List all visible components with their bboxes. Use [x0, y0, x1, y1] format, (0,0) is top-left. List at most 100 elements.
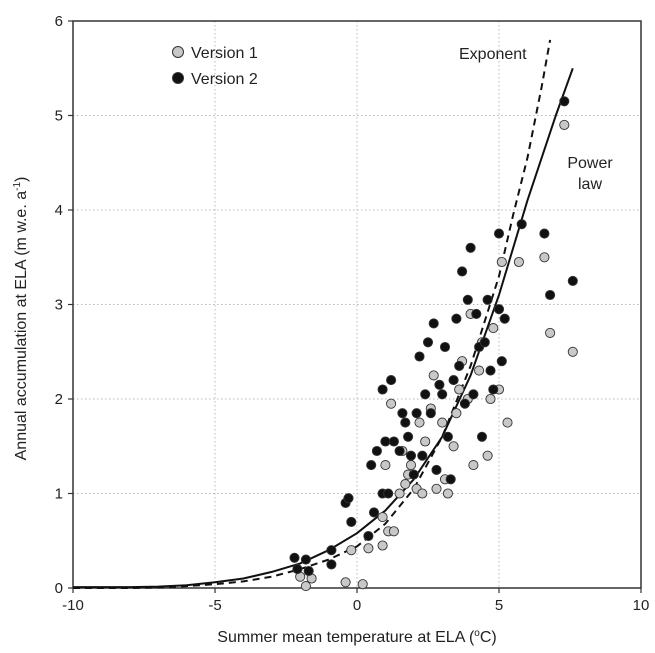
point-version-2	[388, 436, 399, 447]
point-version-2	[425, 408, 436, 419]
point-version-1	[386, 398, 397, 409]
point-version-2	[465, 242, 476, 253]
point-version-1	[539, 252, 550, 263]
point-version-1	[488, 323, 499, 334]
point-version-1	[394, 488, 405, 499]
point-version-2	[414, 351, 425, 362]
y-tick-label: 0	[55, 580, 63, 597]
fit-curves	[73, 39, 574, 589]
point-version-1	[400, 479, 411, 490]
point-version-1	[451, 408, 462, 419]
point-version-1	[545, 327, 556, 338]
point-version-2	[462, 294, 473, 305]
point-version-2	[448, 375, 459, 386]
x-axis-label: Summer mean temperature at ELA (oC)	[217, 628, 496, 646]
point-version-2	[428, 318, 439, 329]
point-version-2	[488, 384, 499, 395]
y-axis-label-sup: -1	[12, 182, 23, 191]
point-version-2	[386, 375, 397, 386]
point-version-1	[448, 441, 459, 452]
point-version-2	[326, 559, 337, 570]
point-version-1	[513, 256, 524, 268]
curve-exponent	[73, 39, 552, 589]
grid-lines	[73, 21, 641, 588]
point-version-1	[388, 526, 399, 537]
point-version-1	[414, 417, 425, 428]
point-version-1	[468, 460, 479, 471]
x-axis-label-main: Summer mean temperature at ELA (	[217, 629, 475, 646]
point-version-1	[428, 370, 439, 381]
legend: Version 1 Version 2	[172, 45, 258, 88]
point-version-2	[545, 289, 556, 301]
point-version-1	[431, 483, 442, 494]
x-tick-label: 5	[495, 597, 503, 614]
point-version-2	[343, 493, 354, 504]
point-version-2	[442, 431, 453, 442]
point-version-1	[377, 540, 388, 551]
x-tick-label: 10	[633, 597, 650, 614]
point-version-1	[559, 119, 570, 130]
x-tick-label: -10	[62, 597, 84, 614]
point-version-2	[411, 408, 422, 419]
point-version-1	[405, 460, 417, 471]
point-version-1	[496, 256, 507, 268]
y-tick-label: 4	[55, 202, 63, 219]
point-version-1	[417, 488, 428, 499]
point-version-2	[400, 417, 411, 428]
point-version-1	[377, 512, 388, 523]
point-version-2	[292, 564, 303, 575]
point-version-1	[380, 460, 391, 471]
y-tick-label: 1	[55, 486, 63, 503]
legend-label-version-2: Version 2	[191, 71, 258, 88]
annotation-power-law-line-1: Power	[567, 155, 613, 172]
point-version-2	[559, 96, 570, 107]
point-version-1	[482, 450, 493, 461]
point-version-1	[502, 417, 513, 428]
point-version-2	[368, 507, 380, 518]
point-version-1	[420, 436, 431, 447]
point-version-2	[431, 464, 442, 475]
point-version-2	[346, 516, 357, 527]
x-tick-label: -5	[208, 597, 221, 614]
point-version-2	[485, 365, 496, 376]
point-version-2	[420, 389, 431, 400]
point-version-1	[300, 581, 311, 592]
y-axis-label-tail: )	[13, 177, 30, 182]
point-version-2	[437, 389, 448, 400]
data-points	[289, 96, 578, 592]
point-version-2	[468, 389, 479, 400]
point-version-2	[408, 469, 419, 480]
point-version-2	[445, 474, 456, 485]
point-version-2	[567, 275, 578, 286]
point-version-2	[457, 266, 468, 277]
y-tick-label: 6	[55, 13, 63, 30]
point-version-2	[471, 308, 482, 319]
point-version-2	[459, 398, 470, 409]
point-version-1	[346, 545, 357, 556]
point-version-1	[437, 417, 448, 428]
point-version-2	[417, 450, 428, 461]
annotation-exponent: Exponent	[459, 46, 527, 63]
point-version-1	[340, 577, 351, 588]
point-version-2	[403, 431, 414, 442]
point-version-2	[439, 341, 451, 353]
point-version-2	[516, 219, 527, 230]
annotation-power-law-line-2: law	[578, 176, 602, 193]
point-version-1	[474, 365, 485, 376]
point-version-2	[499, 313, 510, 324]
point-version-2	[289, 552, 300, 563]
point-version-2	[479, 337, 490, 348]
point-version-2	[380, 436, 391, 447]
point-version-2	[303, 565, 314, 577]
point-version-2	[496, 356, 507, 367]
point-version-1	[357, 579, 368, 590]
legend-marker-version-2	[172, 72, 184, 84]
point-version-2	[405, 450, 417, 461]
y-tick-label: 3	[55, 297, 63, 314]
point-version-2	[476, 431, 488, 442]
point-version-2	[454, 360, 465, 371]
legend-marker-version-1	[172, 46, 184, 58]
point-version-2	[434, 379, 445, 390]
point-version-2	[451, 313, 462, 324]
